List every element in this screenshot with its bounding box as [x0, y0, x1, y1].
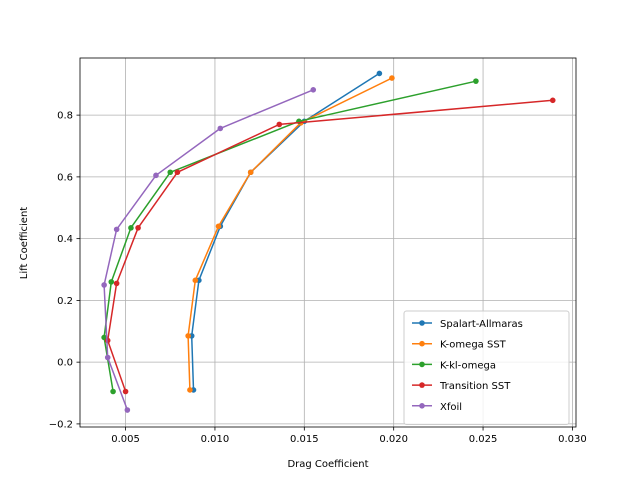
- x-tick-label: 0.020: [379, 434, 408, 445]
- legend-swatch-marker: [419, 320, 425, 326]
- x-tick-label: 0.025: [469, 434, 498, 445]
- data-point: [167, 169, 174, 176]
- data-point: [108, 279, 115, 285]
- data-point: [215, 223, 222, 230]
- legend-swatch-marker: [419, 382, 425, 388]
- data-point: [376, 70, 383, 77]
- y-tick-label: 0.6: [57, 172, 73, 183]
- data-point: [310, 87, 317, 93]
- x-axis: 0.005 0.010 0.015 0.020 0.025 0.030: [111, 427, 587, 445]
- y-tick-label: 0.8: [57, 111, 73, 122]
- data-point: [549, 97, 556, 104]
- data-point: [217, 125, 224, 132]
- legend-swatch-marker: [419, 403, 425, 409]
- legend-item: Spalart-Allmaras: [412, 319, 523, 330]
- data-point: [192, 277, 199, 284]
- data-point: [110, 388, 116, 395]
- x-tick-label: 0.005: [111, 434, 140, 445]
- legend-swatch-marker: [419, 340, 425, 347]
- x-tick-label: 0.030: [558, 434, 587, 445]
- y-tick-label: 0.2: [57, 296, 73, 307]
- data-point: [128, 225, 134, 231]
- y-axis-label: Lift Coefficient: [19, 207, 30, 279]
- legend-label: K-omega SST: [440, 340, 507, 351]
- x-tick-label: 0.010: [201, 434, 230, 445]
- data-point: [104, 354, 111, 361]
- data-point: [247, 169, 254, 176]
- legend-item: Transition SST: [412, 381, 511, 392]
- x-tick-label: 0.015: [290, 434, 319, 445]
- data-point: [389, 75, 395, 81]
- data-point: [473, 78, 479, 84]
- y-tick-label: −0.2: [49, 419, 73, 430]
- series-k-kl-omega: [101, 78, 479, 395]
- data-point: [174, 169, 181, 176]
- data-point: [101, 282, 107, 288]
- legend-item: Xfoil: [412, 402, 462, 413]
- legend-label: Xfoil: [440, 402, 462, 413]
- data-point: [185, 333, 191, 339]
- data-point: [135, 225, 141, 231]
- data-point: [122, 388, 129, 395]
- data-point: [113, 280, 120, 287]
- legend-box: [403, 310, 570, 425]
- legend-item: K-kl-omega: [412, 360, 496, 371]
- series-layer: [101, 70, 556, 413]
- axes-frame: [79, 57, 577, 428]
- legend-label: Spalart-Allmaras: [440, 319, 523, 330]
- y-tick-label: 0.0: [57, 358, 73, 369]
- data-point: [153, 172, 159, 179]
- x-axis-label: Drag Coefficient: [287, 459, 368, 470]
- data-point: [124, 407, 131, 413]
- y-axis: −0.2 0.0 0.2 0.4 0.6 0.8: [49, 111, 80, 430]
- series-xfoil: [101, 87, 317, 413]
- data-point: [187, 387, 193, 393]
- legend-label: K-kl-omega: [440, 360, 496, 371]
- y-tick-label: 0.4: [57, 234, 73, 245]
- legend-label: Transition SST: [439, 381, 511, 392]
- legend-item: K-omega SST: [412, 340, 507, 351]
- legend: Spalart-Allmaras K-omega SST K-kl-omega Tra…: [403, 310, 570, 425]
- data-point: [276, 121, 283, 128]
- legend-swatch-marker: [419, 361, 425, 368]
- data-point: [113, 226, 120, 233]
